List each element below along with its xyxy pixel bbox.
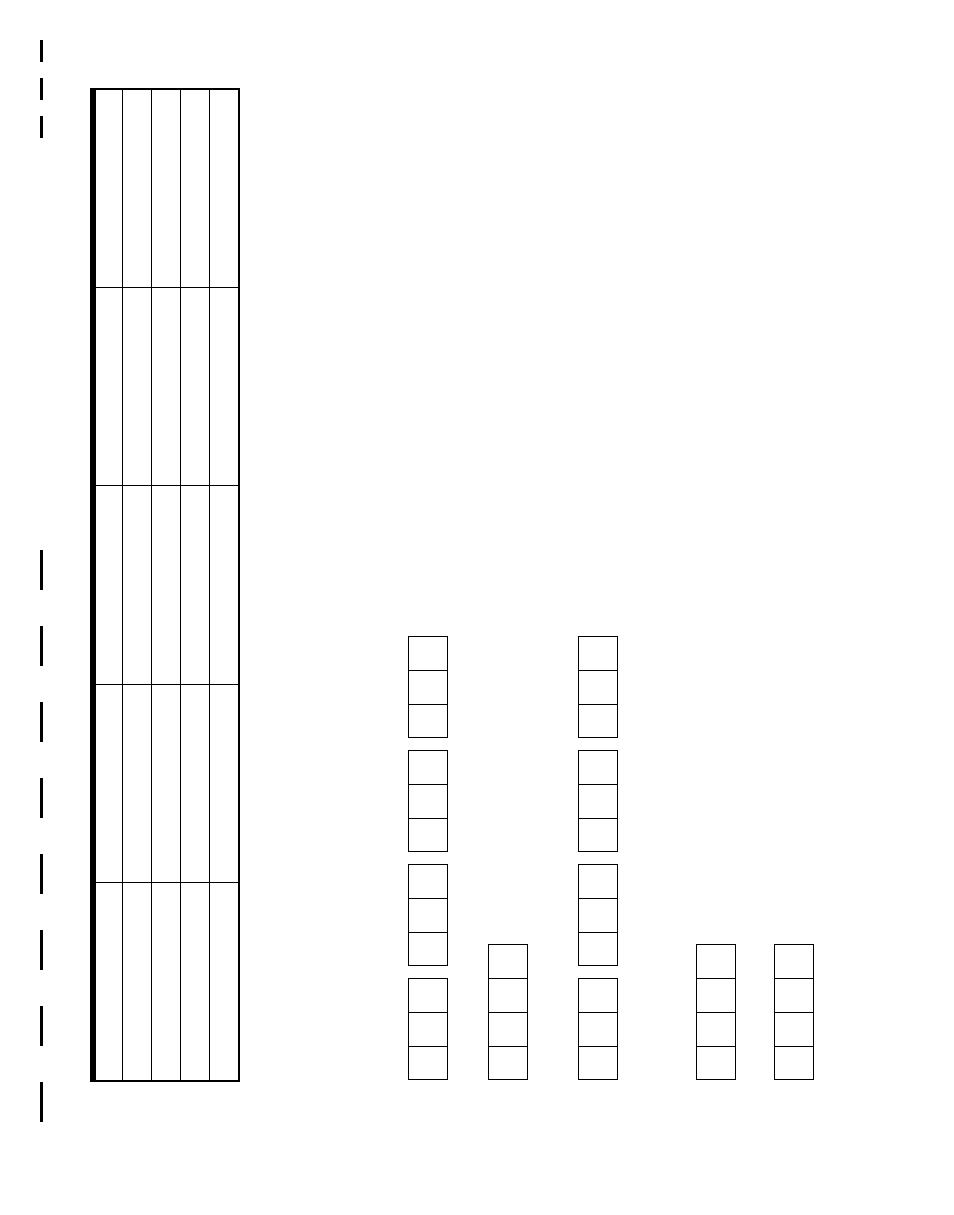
diagram-canvas — [0, 0, 954, 1215]
dash-segment — [40, 702, 43, 742]
bar-column-0 — [408, 636, 448, 1080]
bar-segment — [408, 750, 448, 852]
main-grid-cell — [210, 486, 239, 684]
main-grid-cell — [122, 486, 151, 684]
main-grid-cell — [151, 287, 180, 485]
bar-segment — [696, 944, 736, 1080]
dash-segment — [40, 1006, 43, 1046]
main-grid-cell — [151, 486, 180, 684]
bar-cell-divider — [409, 670, 447, 671]
bar-segment — [774, 944, 814, 1080]
bar-cell-divider — [579, 1012, 617, 1013]
bar-column-1 — [488, 944, 528, 1080]
bar-segment — [578, 750, 618, 852]
main-grid-cell — [122, 883, 151, 1081]
main-grid-cell — [181, 883, 210, 1081]
bar-cell-divider — [409, 784, 447, 785]
left-margin-dash-1 — [40, 550, 43, 1150]
bar-segment — [408, 636, 448, 738]
bar-segment — [408, 864, 448, 966]
main-grid-cell — [210, 287, 239, 485]
main-grid-cell — [93, 89, 122, 287]
dash-segment — [40, 854, 43, 894]
main-grid-cell — [93, 287, 122, 485]
bar-segment — [408, 978, 448, 1080]
bar-cell-divider — [697, 978, 735, 979]
bar-segment — [578, 978, 618, 1080]
main-grid-cell — [93, 486, 122, 684]
bar-column-2 — [578, 636, 618, 1080]
main-grid-cell — [210, 684, 239, 882]
bar-cell-divider — [409, 818, 447, 819]
left-margin-dash-0 — [40, 40, 43, 150]
bar-cell-divider — [579, 898, 617, 899]
dash-segment — [40, 40, 43, 62]
main-grid-cell — [210, 883, 239, 1081]
main-grid-cell — [181, 684, 210, 882]
bar-cell-divider — [579, 818, 617, 819]
bar-cell-divider — [409, 898, 447, 899]
bar-cell-divider — [775, 1046, 813, 1047]
bar-cell-divider — [775, 1012, 813, 1013]
bar-segment — [578, 636, 618, 738]
main-grid-cell — [122, 89, 151, 287]
main-grid-cell — [151, 89, 180, 287]
dash-segment — [40, 78, 43, 100]
bar-cell-divider — [579, 1046, 617, 1047]
main-grid-cell — [181, 486, 210, 684]
dash-segment — [40, 1082, 43, 1122]
bar-column-3 — [696, 944, 736, 1080]
dash-segment — [40, 116, 43, 138]
bar-cell-divider — [579, 784, 617, 785]
bar-cell-divider — [409, 1046, 447, 1047]
dash-segment — [40, 778, 43, 818]
bar-cell-divider — [697, 1046, 735, 1047]
bar-cell-divider — [489, 1012, 527, 1013]
dash-segment — [40, 930, 43, 970]
main-grid-cell — [181, 89, 210, 287]
bar-cell-divider — [579, 932, 617, 933]
bar-cell-divider — [409, 704, 447, 705]
main-grid — [90, 88, 240, 1082]
main-grid-cell — [93, 684, 122, 882]
bar-cell-divider — [697, 1012, 735, 1013]
bar-cell-divider — [579, 670, 617, 671]
bar-cell-divider — [775, 978, 813, 979]
bar-cell-divider — [409, 1012, 447, 1013]
dash-segment — [40, 626, 43, 666]
main-grid-cell — [181, 287, 210, 485]
bar-column-4 — [774, 944, 814, 1080]
bar-cell-divider — [489, 1046, 527, 1047]
dash-segment — [40, 550, 43, 590]
main-grid-cell — [151, 684, 180, 882]
main-grid-cell — [210, 89, 239, 287]
bar-segment — [578, 864, 618, 966]
main-grid-cell — [122, 684, 151, 882]
bar-cell-divider — [489, 978, 527, 979]
main-grid-cell — [93, 883, 122, 1081]
main-grid-cell — [122, 287, 151, 485]
bar-segment — [488, 944, 528, 1080]
bar-cell-divider — [579, 704, 617, 705]
bar-cell-divider — [409, 932, 447, 933]
main-grid-cell — [151, 883, 180, 1081]
